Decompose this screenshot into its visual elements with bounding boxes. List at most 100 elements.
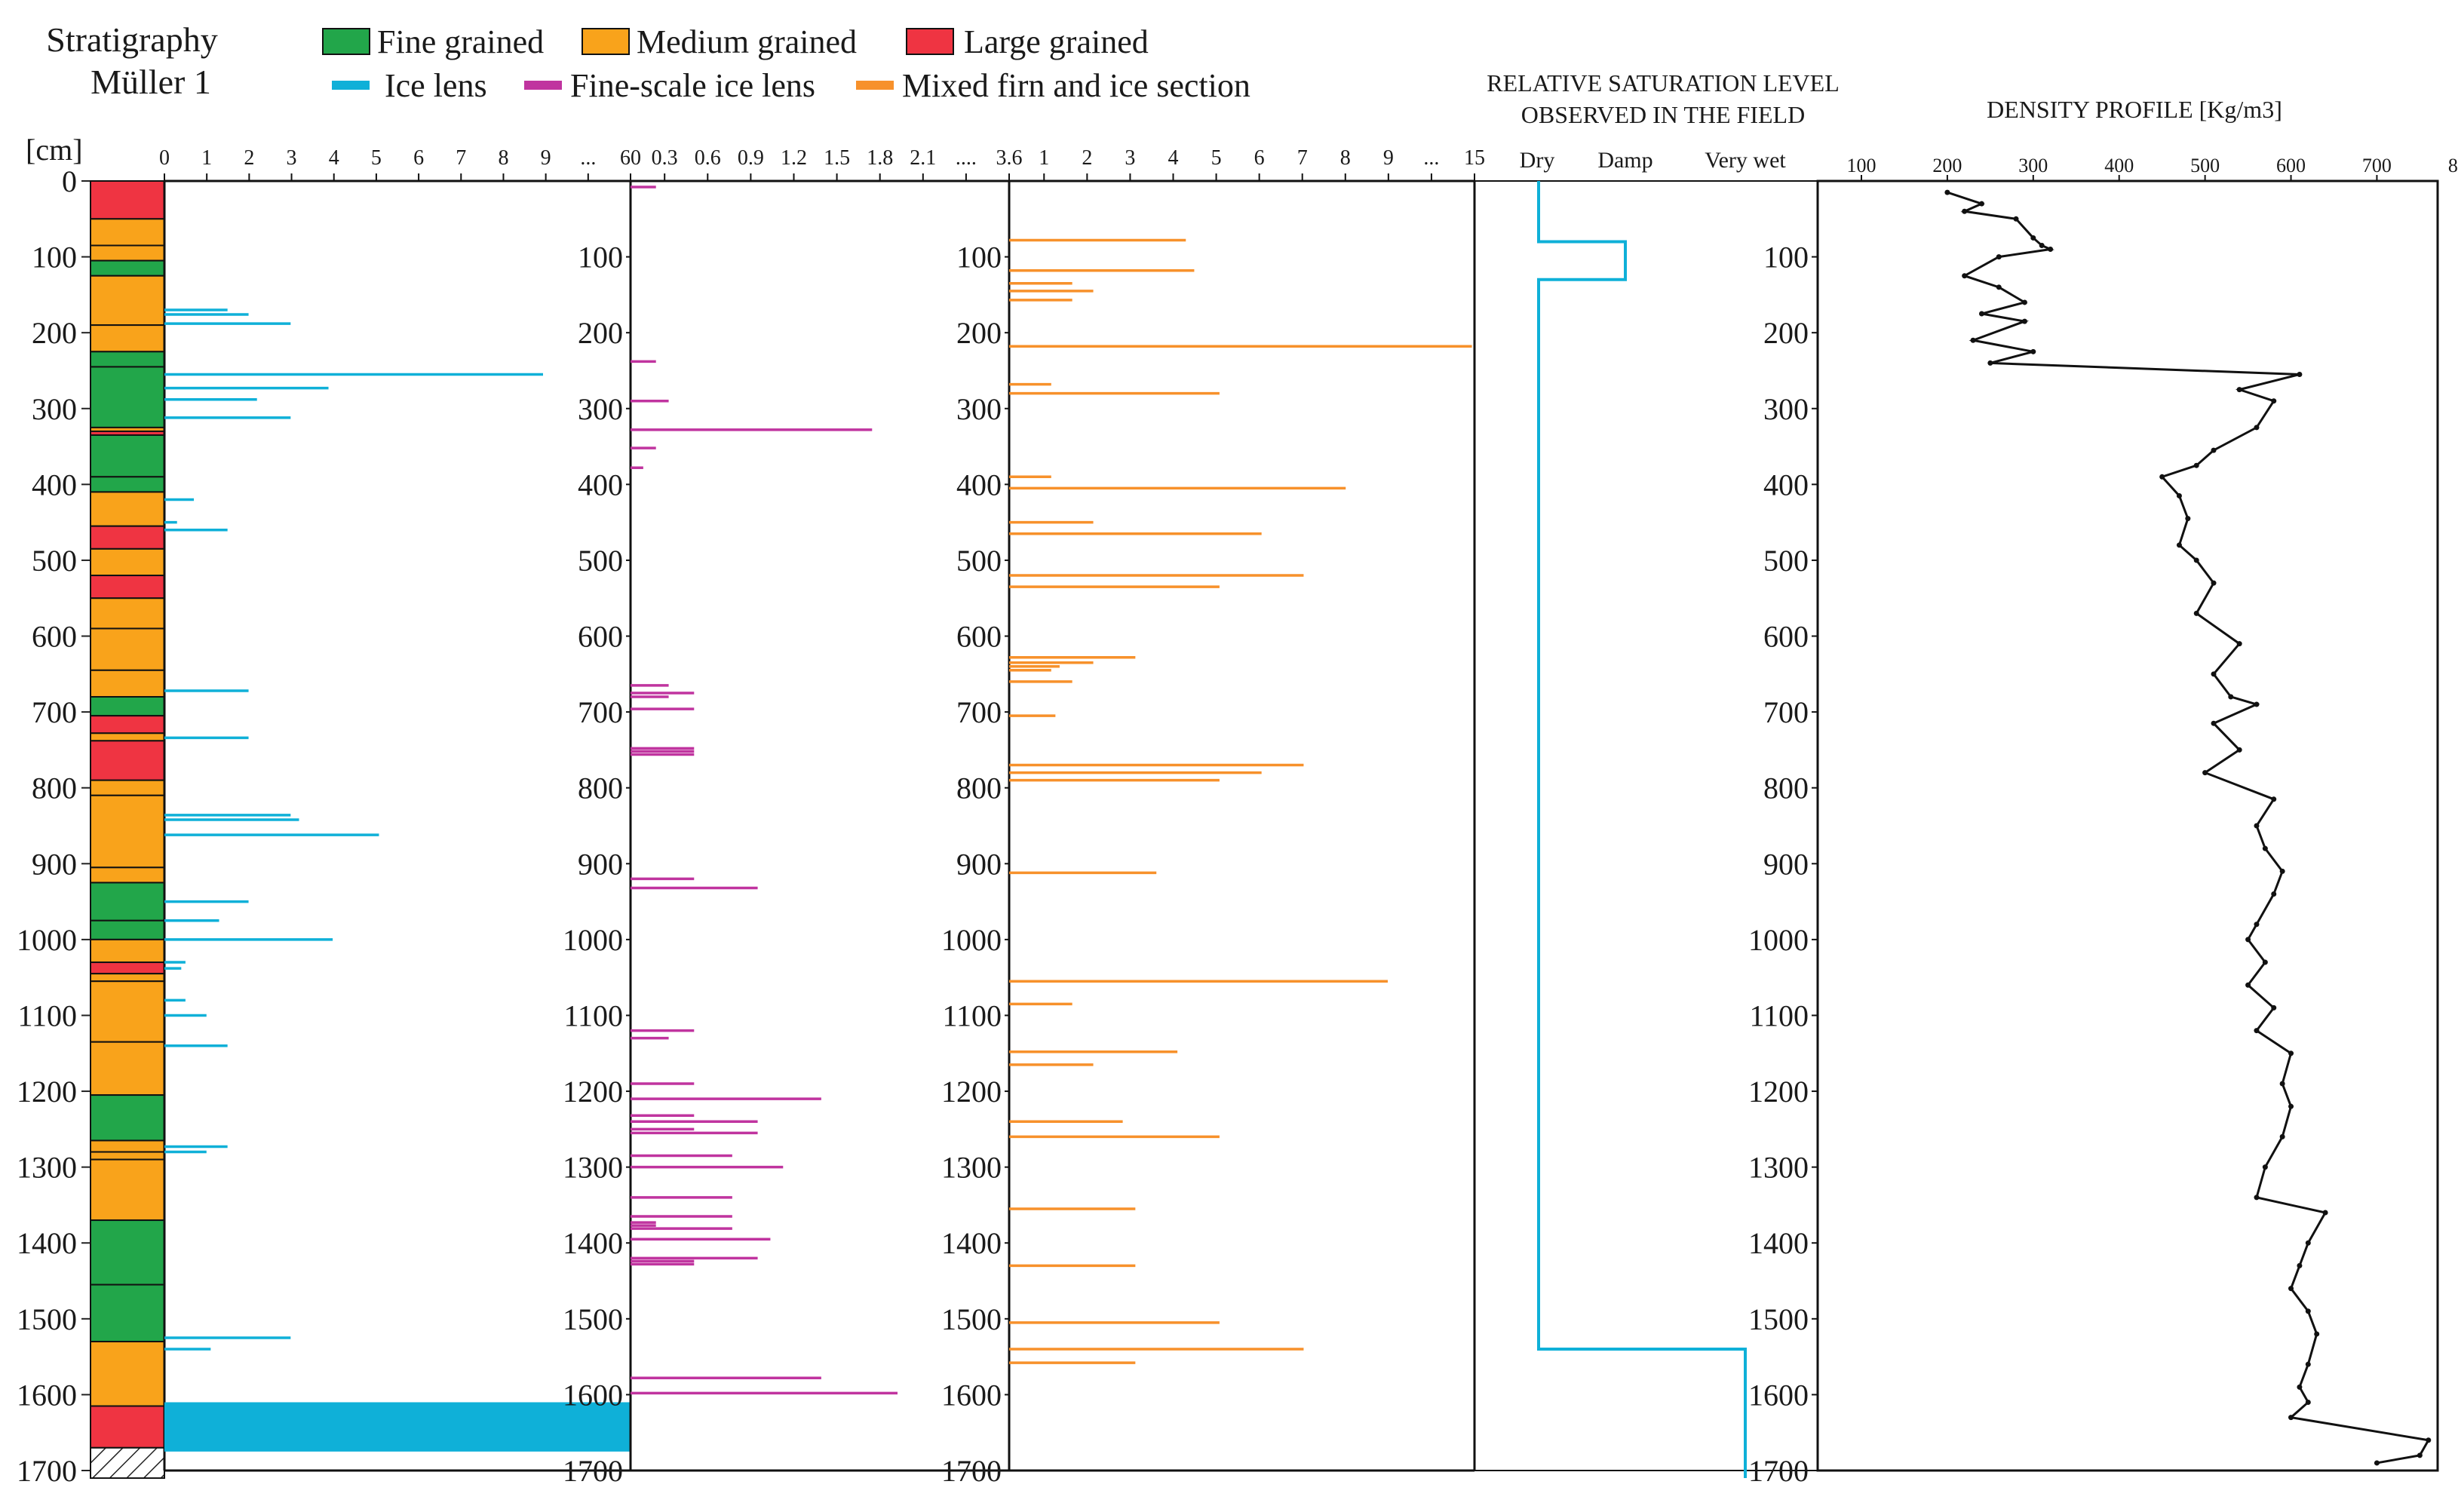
stratigraphy-layer-large — [90, 961, 165, 975]
stratigraphy-layer-medium — [90, 779, 165, 796]
density-point — [1970, 337, 1976, 343]
density-point — [2021, 299, 2027, 305]
density-point — [2236, 641, 2242, 647]
stratigraphy-layer-fine — [90, 882, 165, 922]
legend-label-medium: Medium grained — [637, 23, 857, 60]
density-point — [2236, 387, 2242, 393]
stratigraphy-layer-large — [90, 525, 165, 550]
panel-axis-tick-label: 60 — [620, 146, 641, 170]
depth-tick-label: 700 — [32, 695, 77, 729]
legend-swatch-large — [906, 28, 954, 55]
panel-depth-label: 900 — [578, 847, 623, 881]
stratigraphy-layer-fine — [90, 1219, 165, 1286]
depth-tick-label: 500 — [32, 544, 77, 578]
saturation-title-line2: OBSERVED IN THE FIELD — [1521, 101, 1805, 128]
density-point — [2314, 1331, 2320, 1337]
saturation-depth-label: 500 — [1763, 544, 1809, 578]
panel-axis-tick-label: ... — [580, 146, 596, 170]
panel-axis-tick-label: 1.5 — [824, 146, 850, 170]
depth-tick-label: 1500 — [17, 1302, 77, 1336]
panel-depth-label: 1700 — [563, 1454, 623, 1488]
density-point — [2254, 1028, 2260, 1034]
density-point — [2297, 1384, 2303, 1390]
density-point — [1978, 201, 1984, 207]
panel-axis-tick-label: .... — [956, 146, 977, 170]
density-point — [2245, 982, 2251, 988]
legend-label-fine-ice: Fine-scale ice lens — [570, 67, 815, 104]
density-point — [2288, 1286, 2294, 1292]
density-point — [2193, 557, 2199, 563]
saturation-depth-label: 1100 — [1749, 998, 1809, 1032]
stratigraphy-layer-medium — [90, 1041, 165, 1096]
density-point — [2021, 318, 2027, 324]
saturation-depth-label: 1200 — [1748, 1075, 1809, 1109]
density-x-tick-label: 600 — [2276, 155, 2306, 176]
stratigraphy-layer-medium — [90, 794, 165, 869]
panel-depth-label: 800 — [578, 771, 623, 805]
stratigraphy-layer-fine — [90, 434, 165, 478]
density-frame — [1816, 179, 2439, 1472]
stratigraphy-layer-medium — [90, 732, 165, 742]
saturation-level-dry: Dry — [1520, 148, 1555, 173]
density-x-tick-label: 100 — [1847, 155, 1876, 176]
density-point — [2254, 922, 2260, 928]
density-point — [2322, 1210, 2328, 1216]
density-panel: 100 200 300 400 500 600 700 800 — [1816, 155, 2458, 1472]
legend-swatch-fine — [322, 28, 370, 55]
panel-depth-label: 500 — [578, 544, 623, 578]
panel-axis-tick-label: 2 — [244, 146, 254, 170]
density-point — [2254, 823, 2260, 829]
stratigraphy-layer-medium — [90, 1139, 165, 1153]
chart-subtitle: Müller 1 — [91, 63, 211, 101]
stratigraphy-layer-medium — [90, 274, 165, 327]
panel-depth-label: 1000 — [563, 923, 623, 957]
stratigraphy-layer-medium — [90, 244, 165, 262]
legend-swatch-mixed — [856, 81, 894, 90]
panel-axis-tick-label: 4 — [1168, 146, 1178, 170]
panel-depth-label: 1100 — [942, 998, 1002, 1032]
density-point — [2279, 868, 2285, 874]
panel-axis-tick-label: 0.6 — [695, 146, 721, 170]
panel-axis-tick-label: 6 — [413, 146, 424, 170]
depth-tick-label: 0 — [62, 164, 77, 198]
density-point — [2211, 580, 2217, 586]
density-point — [2271, 891, 2277, 897]
panel-depth-label: 200 — [956, 316, 1002, 350]
density-point — [1944, 189, 1950, 195]
density-point — [2271, 1004, 2277, 1011]
fine-scale-ice-lens-panel: 0.3 0.6 0.9 1.2 1.5 1.8 2.1.... 3.6 100 200 300 400… — [563, 146, 1023, 1488]
saturation-depth-label: 1700 — [1748, 1454, 1809, 1488]
panel-axis-tick-label: 4 — [329, 146, 339, 170]
depth-tick-label: 1700 — [17, 1454, 77, 1488]
density-point — [2176, 542, 2182, 548]
panel-axis-tick-label: 5 — [1211, 146, 1222, 170]
density-point — [2176, 492, 2182, 498]
density-point — [2288, 1050, 2294, 1057]
stratigraphy-layer-medium — [90, 1341, 165, 1407]
depth-tick-label: 1300 — [17, 1151, 77, 1185]
density-point — [2245, 937, 2251, 943]
saturation-depth-label: 1500 — [1748, 1302, 1809, 1336]
panel-axis-tick-label: 3.6 — [996, 146, 1023, 170]
depth-tick-label: 100 — [32, 241, 77, 274]
density-point — [2271, 796, 2277, 802]
panel-axis-tick-label: 9 — [1383, 146, 1394, 170]
panel-depth-label: 200 — [578, 316, 623, 350]
panel-axis-tick-label: 1 — [1039, 146, 1049, 170]
panel-depth-label: 100 — [578, 241, 623, 274]
saturation-depth-label: 1600 — [1748, 1378, 1809, 1412]
stratigraphy-layer-large — [90, 1405, 165, 1449]
density-point — [2305, 1240, 2311, 1246]
depth-tick-label: 600 — [32, 620, 77, 654]
density-point — [2159, 474, 2165, 480]
panel-axis-tick-label: ... — [1423, 146, 1439, 170]
panel-depth-label: 1200 — [941, 1075, 1002, 1109]
stratigraphy-layer-medium — [90, 491, 165, 527]
stratigraphy-layer-medium — [90, 669, 165, 698]
depth-axis: 0 100 200 300 400 500 600 700 800 900 1000 1100 1200… — [17, 164, 91, 1488]
stratigraphy-layer-medium — [90, 980, 165, 1043]
density-x-tick-label: 700 — [2362, 155, 2392, 176]
legend-swatch-fine-ice — [524, 81, 562, 90]
chart-title: Stratigraphy — [46, 20, 217, 59]
